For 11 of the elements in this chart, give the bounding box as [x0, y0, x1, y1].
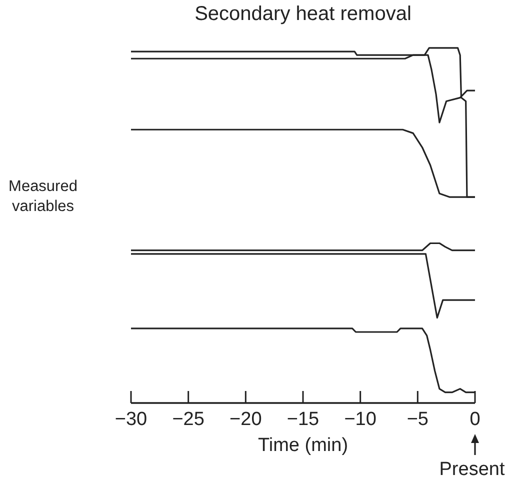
- x-tick-label: −10: [344, 409, 376, 430]
- x-tick-label: −15: [286, 409, 320, 430]
- x-tick-label: −30: [114, 409, 148, 430]
- x-axis-title: Time (min): [258, 435, 348, 456]
- x-tick-label: −20: [230, 409, 262, 430]
- x-tick-label: −5: [406, 409, 429, 430]
- x-tick-label: −25: [172, 409, 204, 430]
- chart-title: Secondary heat removal: [194, 3, 412, 25]
- text: Present: [439, 459, 505, 480]
- y-axis-title: Measured variables: [8, 178, 78, 215]
- x-tick-label: 0: [470, 409, 480, 430]
